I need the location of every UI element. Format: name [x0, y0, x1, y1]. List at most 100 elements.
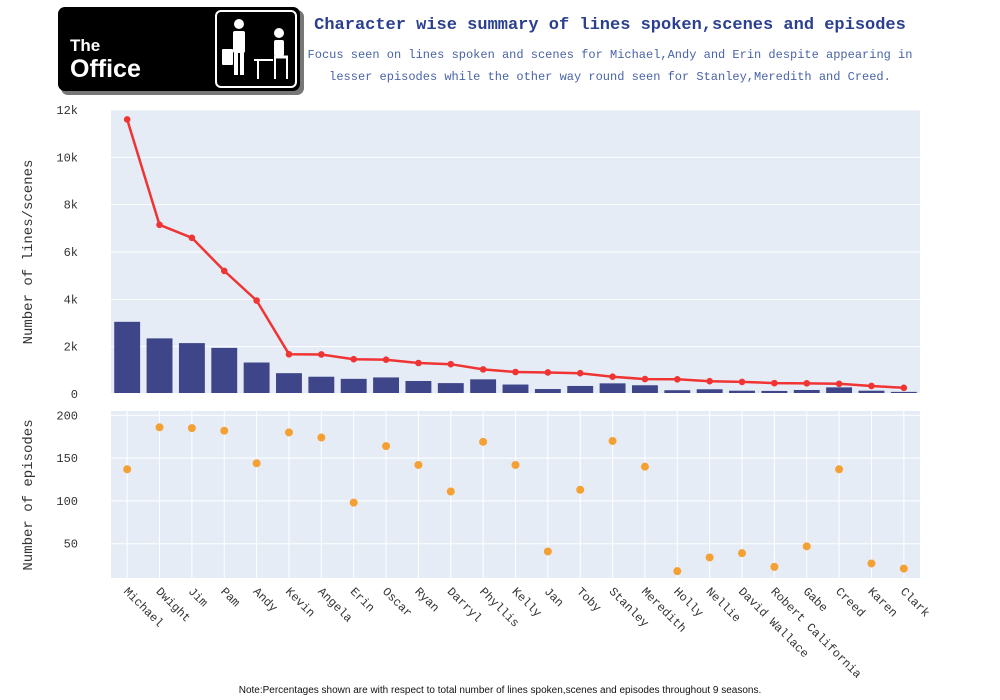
line-point-ryan: [415, 359, 422, 367]
line-point-gabe: [803, 380, 811, 387]
bar-andy: [243, 362, 270, 394]
line-point-karen: [868, 382, 875, 390]
x-tick-label: Karen: [865, 585, 900, 620]
bar-dwight: [146, 338, 173, 394]
top-y-axis-title: Number of lines/scenes: [21, 160, 37, 345]
line-point-nellie: [706, 377, 713, 385]
chart-subtitle-line-1: Focus seen on lines spoken and scenes fo…: [307, 48, 913, 62]
top-y-tick-label: 10k: [56, 151, 78, 165]
x-tick-label: Andy: [250, 585, 280, 615]
bar-toby: [567, 385, 594, 394]
line-point-kelly: [512, 368, 519, 376]
bar-kevin: [276, 373, 302, 394]
line-point-holly: [674, 376, 681, 383]
footnote: Note:Percentages shown are with respect …: [238, 685, 762, 696]
bar-karen: [858, 390, 885, 394]
bar-stanley: [599, 383, 626, 394]
the-office-logo: The Office: [58, 7, 304, 95]
line-point-clark: [900, 384, 908, 392]
episode-point-meredith: [640, 462, 649, 471]
episode-point-pam: [220, 426, 229, 435]
bottom-y-tick-label: 150: [56, 452, 78, 466]
logo-icon-frame: [215, 10, 297, 88]
bottom-y-tick-label: 50: [64, 538, 78, 552]
episode-point-robert-california: [770, 562, 779, 571]
line-point-michael: [123, 116, 131, 123]
episode-point-karen: [867, 559, 876, 568]
bar-jan: [534, 389, 561, 394]
top-y-tick-label: 2k: [64, 341, 78, 355]
episode-point-holly: [673, 567, 682, 576]
bar-kelly: [502, 384, 529, 394]
line-point-oscar: [382, 356, 390, 363]
line-point-stanley: [609, 373, 616, 381]
bar-holly: [664, 390, 691, 394]
line-point-robert-california: [771, 379, 778, 387]
logo-text-the: The: [70, 36, 100, 55]
bar-robert-california: [761, 390, 788, 394]
x-tick-label: Toby: [573, 585, 603, 615]
x-tick-label: Pam: [217, 585, 242, 610]
bar-jim: [178, 343, 205, 394]
x-tick-label: Darryl: [444, 585, 484, 625]
episode-point-kevin: [284, 428, 293, 437]
bar-oscar: [373, 377, 400, 394]
bottom-y-axis-title: Number of episodes: [21, 419, 37, 570]
top-y-tick-label: 4k: [64, 293, 78, 307]
x-tick-label: Jan: [541, 585, 566, 610]
line-point-jim: [188, 234, 196, 242]
episode-point-oscar: [382, 442, 391, 451]
line-point-meredith: [641, 375, 649, 383]
line-point-creed: [835, 380, 843, 388]
line-point-darryl: [447, 360, 455, 368]
top-y-tick-label: 6k: [64, 246, 78, 260]
seated-person-icon: [254, 28, 288, 79]
line-point-pam: [220, 267, 228, 275]
episode-point-darryl: [446, 487, 455, 496]
x-tick-label: Nellie: [703, 585, 743, 625]
line-point-dwight: [156, 221, 163, 229]
line-point-phyllis: [479, 366, 487, 373]
episode-point-michael: [123, 465, 132, 474]
bar-erin: [340, 378, 367, 394]
chart-subtitle: Focus seen on lines spoken and scenes fo…: [300, 44, 920, 88]
episode-point-angela: [317, 433, 326, 442]
chart-subtitle-line-2: lesser episodes while the other way roun…: [329, 70, 891, 84]
chart-title: Character wise summary of lines spoken,s…: [314, 16, 906, 35]
episode-point-gabe: [802, 542, 811, 551]
x-tick-label: Oscar: [379, 585, 414, 620]
top-y-tick-label: 0: [71, 388, 78, 402]
episode-point-toby: [576, 485, 585, 494]
x-tick-label: Jim: [185, 585, 210, 610]
episode-point-stanley: [608, 436, 617, 445]
episode-point-ryan: [414, 460, 423, 469]
episode-point-jim: [187, 424, 196, 433]
x-tick-label: Kevin: [282, 585, 317, 620]
bottom-y-tick-label: 100: [56, 495, 78, 509]
bar-gabe: [793, 389, 820, 394]
bar-creed: [826, 387, 853, 394]
top-y-tick-label: 12k: [56, 104, 78, 118]
line-point-erin: [350, 355, 358, 363]
episode-point-phyllis: [479, 437, 488, 446]
top-y-tick-label: 8k: [64, 199, 78, 213]
standing-person-icon: [222, 19, 245, 75]
line-point-kevin: [285, 350, 293, 358]
episode-point-andy: [252, 459, 261, 468]
x-tick-label: Angela: [315, 585, 355, 625]
episode-point-clark: [899, 564, 908, 573]
x-tick-label: Ryan: [412, 585, 442, 615]
bottom-y-tick-label: 200: [56, 409, 78, 423]
bar-clark: [890, 391, 917, 394]
episode-point-nellie: [705, 553, 714, 562]
episode-point-dwight: [155, 423, 164, 432]
line-point-andy: [253, 297, 260, 304]
x-tick-label: Creed: [832, 585, 867, 620]
episode-point-david-wallace: [738, 549, 747, 558]
bar-michael: [114, 321, 141, 394]
logo-text-office: Office: [70, 55, 141, 83]
bar-ryan: [405, 380, 432, 394]
episode-point-kelly: [511, 460, 520, 469]
line-point-david-wallace: [738, 378, 746, 386]
